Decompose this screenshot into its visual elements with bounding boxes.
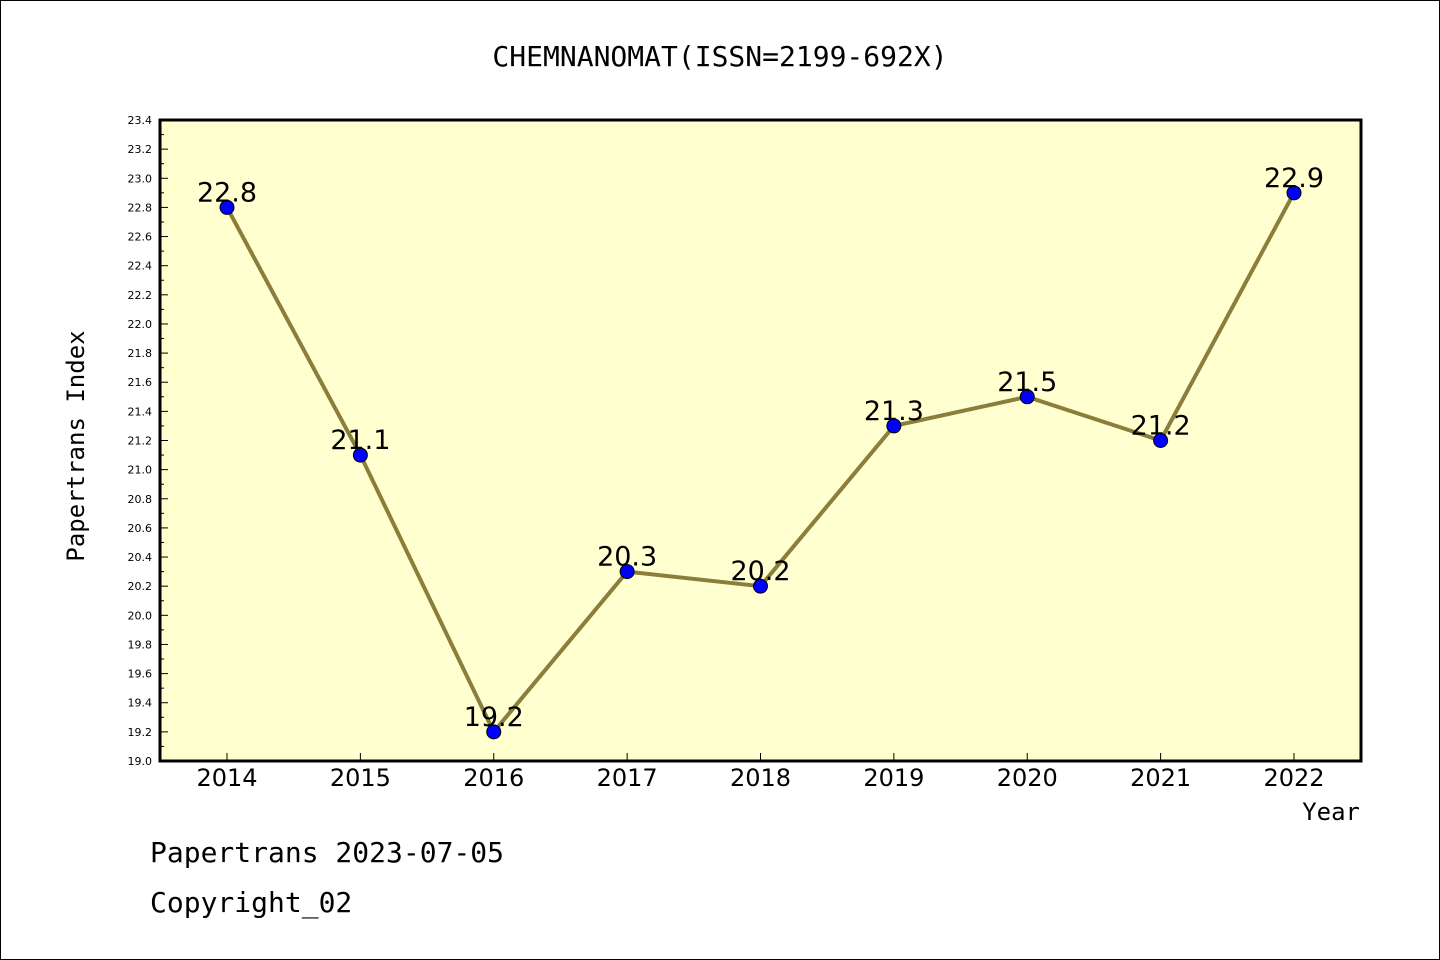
y-tick-label: 20.6 <box>128 522 153 535</box>
data-label: 22.9 <box>1264 163 1324 194</box>
x-tick-label: 2017 <box>597 764 658 792</box>
y-tick-label: 21.0 <box>128 464 153 477</box>
data-point <box>219 199 235 215</box>
y-tick-label: 23.4 <box>128 114 153 127</box>
data-label: 22.8 <box>197 177 257 208</box>
data-point <box>619 564 635 580</box>
y-tick-label: 23.2 <box>128 143 153 156</box>
y-tick-label: 21.8 <box>128 347 153 360</box>
x-tick-label: 2021 <box>1130 764 1191 792</box>
y-axis-label: Papertrans Index <box>62 330 90 561</box>
y-tick-label: 21.2 <box>128 435 153 448</box>
y-tick-label: 22.0 <box>128 318 153 331</box>
y-axis-ticks: 19.0 19.2 19.4 19.6 19.8 20.0 20.2 20.4 20.6 20.8… <box>128 114 168 768</box>
data-label: 21.5 <box>997 367 1057 398</box>
y-tick-label: 22.4 <box>128 260 153 273</box>
data-point <box>753 578 768 594</box>
footer-copyright: Copyright_02 <box>150 886 353 919</box>
y-tick-label: 22.8 <box>128 201 153 214</box>
chart-title: CHEMNANOMAT(ISSN=2199-692X) <box>492 40 947 73</box>
data-label: 19.2 <box>464 702 524 733</box>
y-tick-label: 19.6 <box>128 668 153 681</box>
x-tick-label: 2014 <box>196 764 257 792</box>
y-tick-label: 20.0 <box>128 609 153 622</box>
x-tick-label: 2020 <box>997 764 1058 792</box>
x-tick-label: 2015 <box>330 764 391 792</box>
y-tick-label: 20.8 <box>128 493 153 506</box>
x-tick-label: 2018 <box>730 764 791 792</box>
y-tick-label: 19.2 <box>128 726 153 739</box>
y-tick-label: 20.2 <box>128 580 153 593</box>
data-label: 21.1 <box>330 425 390 456</box>
data-point <box>352 447 368 463</box>
y-tick-label: 19.0 <box>128 755 153 768</box>
data-point <box>1019 389 1035 405</box>
footer-date: Papertrans 2023-07-05 <box>150 836 505 869</box>
data-label: 21.3 <box>864 396 924 427</box>
y-tick-label: 21.6 <box>128 376 153 389</box>
data-label: 21.2 <box>1131 411 1191 442</box>
y-tick-label: 21.4 <box>128 405 153 418</box>
x-tick-label: 2019 <box>863 764 924 792</box>
data-point <box>486 724 502 740</box>
x-tick-label: 2022 <box>1263 764 1324 792</box>
data-labels: 22.8 21.1 19.2 20.3 20.2 21.3 21.5 21.2 22.9 <box>197 163 1324 733</box>
data-label: 20.2 <box>730 556 790 587</box>
x-axis-ticks: 2014 2015 2016 2017 2018 2019 2020 2021 2022 <box>196 753 1325 792</box>
y-tick-label: 23.0 <box>128 172 153 185</box>
y-tick-label: 22.6 <box>128 231 153 244</box>
y-tick-label: 19.4 <box>128 697 153 710</box>
y-tick-label: 20.4 <box>128 551 153 564</box>
y-tick-label: 19.8 <box>128 638 153 651</box>
y-tick-label: 22.2 <box>128 289 153 302</box>
data-points <box>219 185 1302 740</box>
data-label: 20.3 <box>597 542 657 573</box>
x-axis-label: Year <box>1302 798 1360 826</box>
data-point <box>1286 185 1302 201</box>
data-point <box>886 418 902 434</box>
x-tick-label: 2016 <box>463 764 524 792</box>
data-point <box>1153 433 1169 448</box>
